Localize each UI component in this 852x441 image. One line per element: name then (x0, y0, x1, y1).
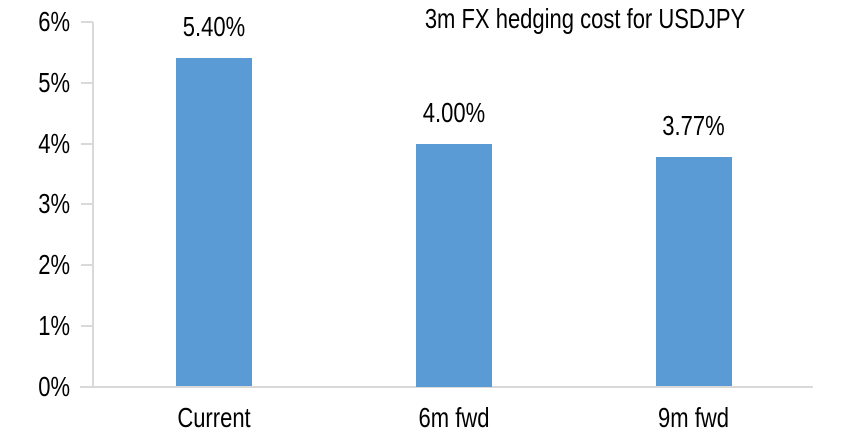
y-axis-tick (81, 324, 93, 327)
y-axis-tick (81, 264, 93, 266)
x-axis-category-label: Current (134, 401, 294, 433)
y-axis-tick (81, 203, 93, 206)
y-axis-tick-label-text: 5% (38, 66, 70, 99)
y-axis-tick (81, 21, 93, 23)
y-axis-tick-label: 0% (0, 370, 70, 402)
y-axis-tick-label-text: 1% (38, 309, 70, 342)
y-axis-tick-label-text: 2% (38, 248, 70, 281)
y-axis-tick-label: 6% (0, 5, 70, 37)
y-axis-tick-label: 3% (0, 188, 70, 220)
y-axis-tick-label: 5% (0, 66, 70, 98)
y-axis-tick (81, 81, 93, 84)
chart-title-text: 3m FX hedging cost for USDJPY (424, 2, 746, 35)
y-axis-tick-label: 4% (0, 127, 70, 159)
chart-title: 3m FX hedging cost for USDJPY (385, 2, 785, 34)
bar-value-label: 3.77% (614, 110, 774, 142)
y-axis-tick-label: 2% (0, 248, 70, 280)
bar-value-label: 5.40% (134, 11, 294, 43)
y-axis-line (92, 22, 94, 388)
x-axis-category-label-text: 9m fwd (658, 401, 729, 434)
y-axis-tick (81, 385, 93, 388)
y-axis-tick (81, 142, 93, 145)
bar-value-label-text: 5.40% (182, 10, 246, 43)
bar-value-label-text: 4.00% (422, 95, 486, 128)
x-axis-line (80, 385, 813, 388)
bar-value-label-text: 3.77% (662, 109, 725, 142)
bar-current (176, 58, 252, 387)
x-axis-category-label: 6m fwd (374, 401, 534, 433)
bar-9m-fwd (655, 157, 732, 387)
y-axis-tick-label: 1% (0, 309, 70, 341)
y-axis-tick-label-text: 4% (38, 126, 70, 159)
y-axis-tick-label-text: 6% (38, 5, 70, 38)
x-axis-category-label-text: Current (177, 401, 251, 434)
x-axis-category-label: 9m fwd (614, 401, 774, 433)
y-axis-tick-label-text: 0% (38, 369, 70, 402)
y-axis-tick-label-text: 3% (38, 187, 70, 220)
bar-value-label: 4.00% (374, 96, 534, 128)
x-axis-category-label-text: 6m fwd (418, 401, 490, 434)
bar-6m-fwd (416, 143, 492, 387)
